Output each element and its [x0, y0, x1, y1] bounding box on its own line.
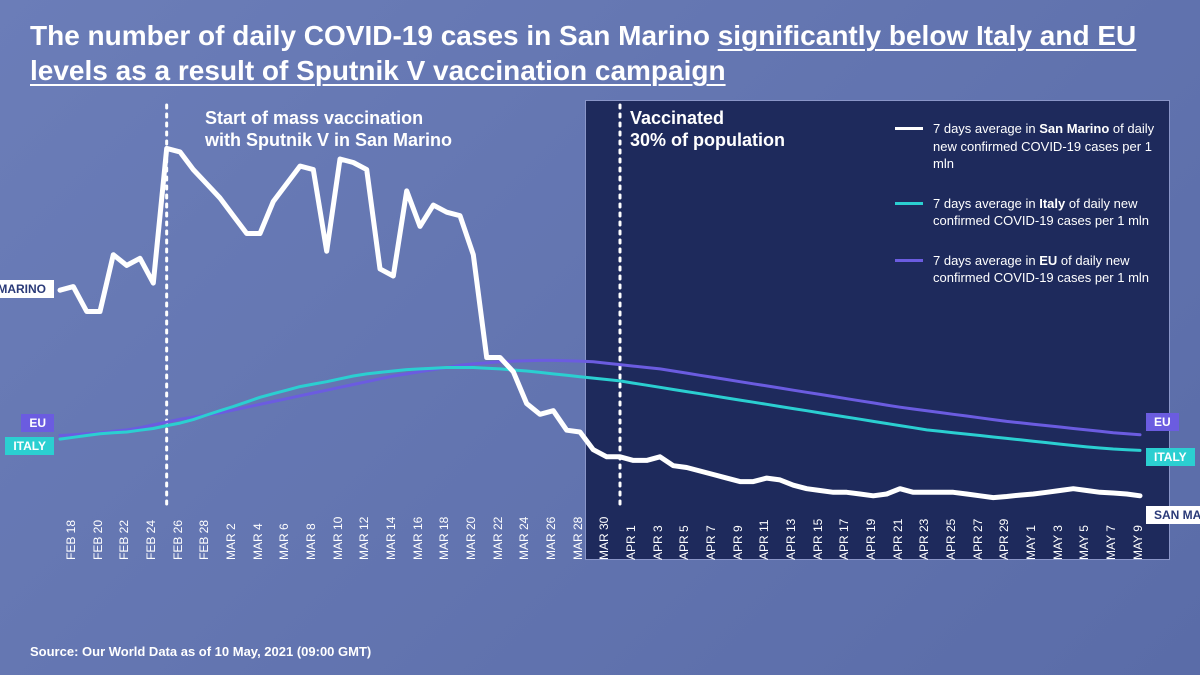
x-tick: APR 19 — [864, 519, 878, 560]
annotation-30pct: Vaccinated30% of population — [630, 108, 785, 151]
x-tick: APR 25 — [944, 519, 958, 560]
x-tick: APR 29 — [997, 519, 1011, 560]
x-tick: MAY 3 — [1051, 525, 1065, 560]
legend-swatch — [895, 202, 923, 205]
legend-text: 7 days average in EU of daily new confir… — [933, 252, 1170, 287]
x-tick: MAR 12 — [357, 517, 371, 560]
x-tick: MAR 30 — [597, 517, 611, 560]
left-label-san-marino: SAN MARINO — [0, 280, 54, 298]
x-tick: MAR 16 — [411, 517, 425, 560]
x-tick: MAR 14 — [384, 517, 398, 560]
x-tick: MAR 6 — [277, 523, 291, 560]
x-tick: MAR 2 — [224, 523, 238, 560]
x-tick: APR 21 — [891, 519, 905, 560]
x-tick: MAR 18 — [437, 517, 451, 560]
legend-swatch — [895, 259, 923, 262]
x-tick: MAY 9 — [1131, 525, 1145, 560]
x-tick: MAR 28 — [571, 517, 585, 560]
x-tick: APR 23 — [917, 519, 931, 560]
x-tick: MAY 5 — [1077, 525, 1091, 560]
legend-item: 7 days average in Italy of daily new con… — [895, 195, 1170, 230]
x-tick: FEB 26 — [171, 520, 185, 560]
x-tick: FEB 22 — [117, 520, 131, 560]
legend: 7 days average in San Marino of daily ne… — [895, 120, 1170, 309]
x-tick: MAR 24 — [517, 517, 531, 560]
x-tick: APR 13 — [784, 519, 798, 560]
x-tick: FEB 24 — [144, 520, 158, 560]
legend-text: 7 days average in San Marino of daily ne… — [933, 120, 1170, 173]
x-tick: MAY 7 — [1104, 525, 1118, 560]
x-tick: APR 1 — [624, 525, 638, 560]
x-tick: MAY 1 — [1024, 525, 1038, 560]
x-tick: APR 3 — [651, 525, 665, 560]
legend-swatch — [895, 127, 923, 130]
x-tick: MAR 8 — [304, 523, 318, 560]
x-tick: FEB 20 — [91, 520, 105, 560]
x-tick: APR 17 — [837, 519, 851, 560]
source-text: Source: Our World Data as of 10 May, 202… — [30, 644, 371, 659]
x-tick: FEB 18 — [64, 520, 78, 560]
left-label-italy: ITALY — [5, 437, 54, 455]
x-tick: MAR 10 — [331, 517, 345, 560]
chart-area: Start of mass vaccinationwith Sputnik V … — [30, 100, 1170, 610]
x-tick: APR 27 — [971, 519, 985, 560]
x-tick: FEB 28 — [197, 520, 211, 560]
x-tick: MAR 20 — [464, 517, 478, 560]
legend-item: 7 days average in EU of daily new confir… — [895, 252, 1170, 287]
title-prefix: The number of daily COVID-19 cases in Sa… — [30, 20, 718, 51]
x-tick: MAR 4 — [251, 523, 265, 560]
right-label-san-marino: SAN MARINO — [1146, 506, 1200, 524]
x-tick: MAR 26 — [544, 517, 558, 560]
x-tick: APR 15 — [811, 519, 825, 560]
legend-text: 7 days average in Italy of daily new con… — [933, 195, 1170, 230]
right-label-eu: EU — [1146, 413, 1179, 431]
right-label-italy: ITALY — [1146, 448, 1195, 466]
left-label-eu: EU — [21, 414, 54, 432]
annotation-vaccination-start: Start of mass vaccinationwith Sputnik V … — [205, 108, 452, 151]
legend-item: 7 days average in San Marino of daily ne… — [895, 120, 1170, 173]
x-tick: APR 7 — [704, 525, 718, 560]
x-tick: APR 9 — [731, 525, 745, 560]
x-tick: MAR 22 — [491, 517, 505, 560]
x-tick: APR 11 — [757, 520, 771, 560]
page-title: The number of daily COVID-19 cases in Sa… — [30, 18, 1170, 88]
x-tick: APR 5 — [677, 525, 691, 560]
